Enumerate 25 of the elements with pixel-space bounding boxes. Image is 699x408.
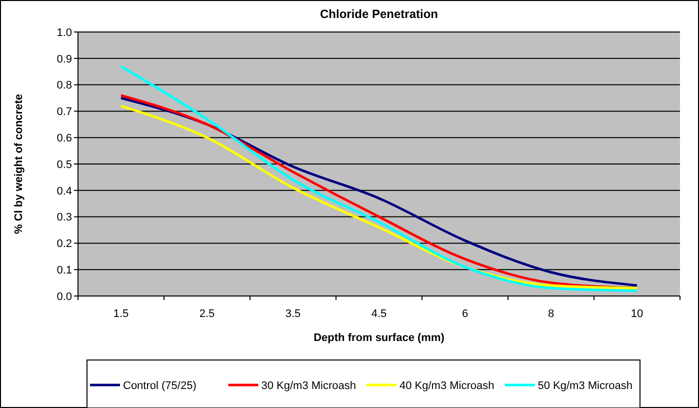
y-tick-label: 0.2 xyxy=(56,238,72,250)
y-tick-label: 0.7 xyxy=(56,106,72,118)
x-axis-title: Depth from surface (mm) xyxy=(314,332,445,344)
y-tick-label: 0.9 xyxy=(56,53,72,66)
y-tick-label: 1.0 xyxy=(56,26,72,39)
y-tick-label: 0.6 xyxy=(56,132,72,144)
y-axis-title: % Cl by weight of concrete xyxy=(13,94,25,234)
legend-label: 50 Kg/m3 Microash xyxy=(538,380,633,392)
x-tick-label: 4.5 xyxy=(371,308,387,320)
x-tick-label: 10 xyxy=(630,308,644,320)
x-tick-label: 3.5 xyxy=(285,308,301,320)
x-tick-label: 8 xyxy=(548,308,554,320)
y-tick-label: 0.0 xyxy=(56,290,72,303)
y-tick-label: 0.8 xyxy=(56,80,72,92)
x-tick-label: 6 xyxy=(462,308,468,320)
y-tick-label: 0.4 xyxy=(56,185,72,198)
legend-label: 40 Kg/m3 Microash xyxy=(400,380,494,392)
legend-label: 30 Kg/m3 Microash xyxy=(261,380,356,392)
y-tick-label: 0.5 xyxy=(56,158,72,171)
x-tick-label: 1.5 xyxy=(113,308,129,320)
legend-label: Control (75/25) xyxy=(123,380,196,392)
x-tick-label: 2.5 xyxy=(199,308,215,320)
chart-title: Chloride Penetration xyxy=(320,7,438,21)
y-tick-label: 0.1 xyxy=(56,264,72,276)
y-tick-label: 0.3 xyxy=(56,212,72,224)
